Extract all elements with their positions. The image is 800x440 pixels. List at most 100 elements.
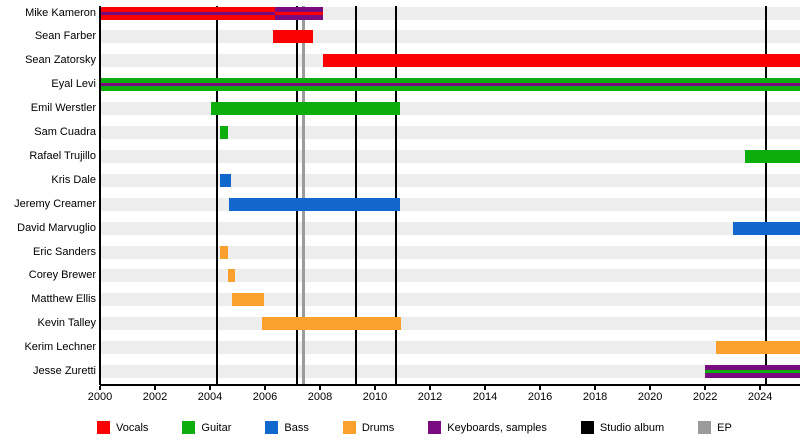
member-labels-column: Mike Kameron Sean Farber Sean Zatorsky Eyal…	[0, 0, 96, 390]
legend-label: Studio album	[599, 421, 665, 434]
member-bar-bass	[219, 173, 231, 187]
axis-tick-label: 2020	[637, 391, 663, 403]
plot-area	[100, 6, 800, 385]
axis-tick	[319, 386, 321, 390]
legend-label: Vocals	[116, 421, 149, 434]
studio-album-line	[354, 6, 357, 385]
member-track	[100, 221, 800, 235]
member-track	[100, 269, 800, 283]
member-track	[100, 102, 800, 116]
axis-tick	[484, 386, 486, 390]
member-track	[100, 317, 800, 331]
axis-tick	[209, 386, 211, 390]
member-label: David Marvuglio	[17, 221, 96, 234]
member-bar-guitar	[219, 126, 228, 139]
legend-swatch-ep	[698, 421, 712, 434]
axis-tick-label: 2000	[87, 391, 113, 403]
axis-tick	[759, 386, 761, 390]
member-track	[100, 197, 800, 211]
axis-tick-label: 2022	[692, 391, 718, 403]
legend-label: Bass	[284, 421, 309, 434]
member-label: Mike Kameron	[25, 6, 96, 19]
studio-album-line	[764, 6, 767, 385]
studio-album-line	[215, 6, 218, 385]
axis-tick	[649, 386, 651, 390]
member-label: Kerim Lechner	[24, 341, 96, 354]
member-bar-vocals	[322, 54, 800, 68]
member-track	[100, 341, 800, 355]
axis-tick-label: 2006	[252, 391, 278, 403]
legend-label: Drums	[361, 421, 395, 434]
member-bar-drums	[227, 269, 235, 283]
axis-tick-label: 2024	[747, 391, 773, 403]
legend-item-keyboards: Keyboards, samples	[428, 421, 547, 434]
legend-item-guitar: Guitar	[182, 421, 231, 434]
legend: Vocals Guitar Bass Drums Keyboards, samples S…	[97, 421, 732, 434]
member-label: Rafael Trujillo	[29, 149, 96, 162]
member-track	[100, 149, 800, 163]
legend-label: Guitar	[201, 421, 232, 434]
axis-tick-label: 2016	[527, 391, 553, 403]
secondary-role-stripe-keyboards	[100, 11, 275, 15]
axis-tick	[429, 386, 431, 390]
axis-tick-label: 2014	[472, 391, 498, 403]
member-label: Kevin Talley	[37, 317, 97, 330]
member-bar-guitar	[211, 102, 400, 116]
legend-swatch-drums	[342, 421, 356, 434]
legend-swatch-studio_album	[580, 421, 594, 434]
member-bar-guitar	[744, 149, 800, 163]
x-axis-line	[100, 384, 800, 386]
member-bar-drums	[262, 317, 402, 331]
member-track	[100, 173, 800, 187]
member-track	[100, 365, 800, 378]
member-track	[100, 245, 800, 259]
member-bar-drums	[232, 293, 264, 307]
axis-tick-label: 2012	[417, 391, 443, 403]
member-track	[100, 293, 800, 307]
member-label: Eyal Levi	[51, 78, 96, 91]
axis-tick-label: 2010	[362, 391, 388, 403]
member-label: Sean Farber	[34, 30, 96, 43]
y-axis-line	[99, 6, 101, 385]
member-label: Sean Zatorsky	[25, 54, 96, 67]
member-bar-guitar	[100, 78, 800, 92]
legend-item-bass: Bass	[265, 421, 309, 434]
axis-tick	[704, 386, 706, 390]
studio-album-line	[295, 6, 298, 385]
member-bar-bass	[229, 197, 400, 211]
axis-tick	[539, 386, 541, 390]
member-label: Jeremy Creamer	[14, 197, 96, 210]
member-label: Matthew Ellis	[31, 293, 96, 306]
axis-tick-label: 2018	[582, 391, 608, 403]
member-label: Kris Dale	[51, 173, 96, 186]
axis-tick-label: 2008	[307, 391, 333, 403]
legend-swatch-vocals	[97, 421, 110, 434]
studio-album-line	[394, 6, 397, 385]
secondary-role-stripe-vocals	[274, 11, 323, 15]
member-bar-keyboards	[705, 365, 800, 378]
member-bar-vocals	[100, 6, 275, 20]
member-bar-drums	[219, 245, 228, 259]
axis-tick-label: 2004	[197, 391, 223, 403]
legend-item-studio_album: Studio album	[580, 421, 665, 434]
secondary-role-stripe-guitar	[705, 370, 800, 373]
member-bar-drums	[716, 341, 800, 355]
legend-item-ep: EP	[698, 421, 732, 434]
legend-label: Keyboards, samples	[447, 421, 547, 434]
member-bar-bass	[732, 221, 800, 235]
member-label: Sam Cuadra	[34, 126, 96, 138]
axis-tick	[264, 386, 266, 390]
legend-swatch-guitar	[182, 421, 196, 434]
axis-tick	[154, 386, 156, 390]
legend-item-vocals: Vocals	[97, 421, 148, 434]
legend-swatch-keyboards	[428, 421, 442, 434]
x-axis-ticks: 2000 2002 2004 2006 2008 2010 2012 2014 2016 2018…	[88, 385, 800, 407]
member-label: Eric Sanders	[33, 245, 96, 258]
axis-tick	[374, 386, 376, 390]
axis-tick-label: 2002	[142, 391, 168, 403]
member-track	[100, 126, 800, 139]
member-bar-keyboards	[274, 6, 323, 20]
ep-line	[302, 6, 305, 385]
legend-swatch-bass	[265, 421, 279, 434]
